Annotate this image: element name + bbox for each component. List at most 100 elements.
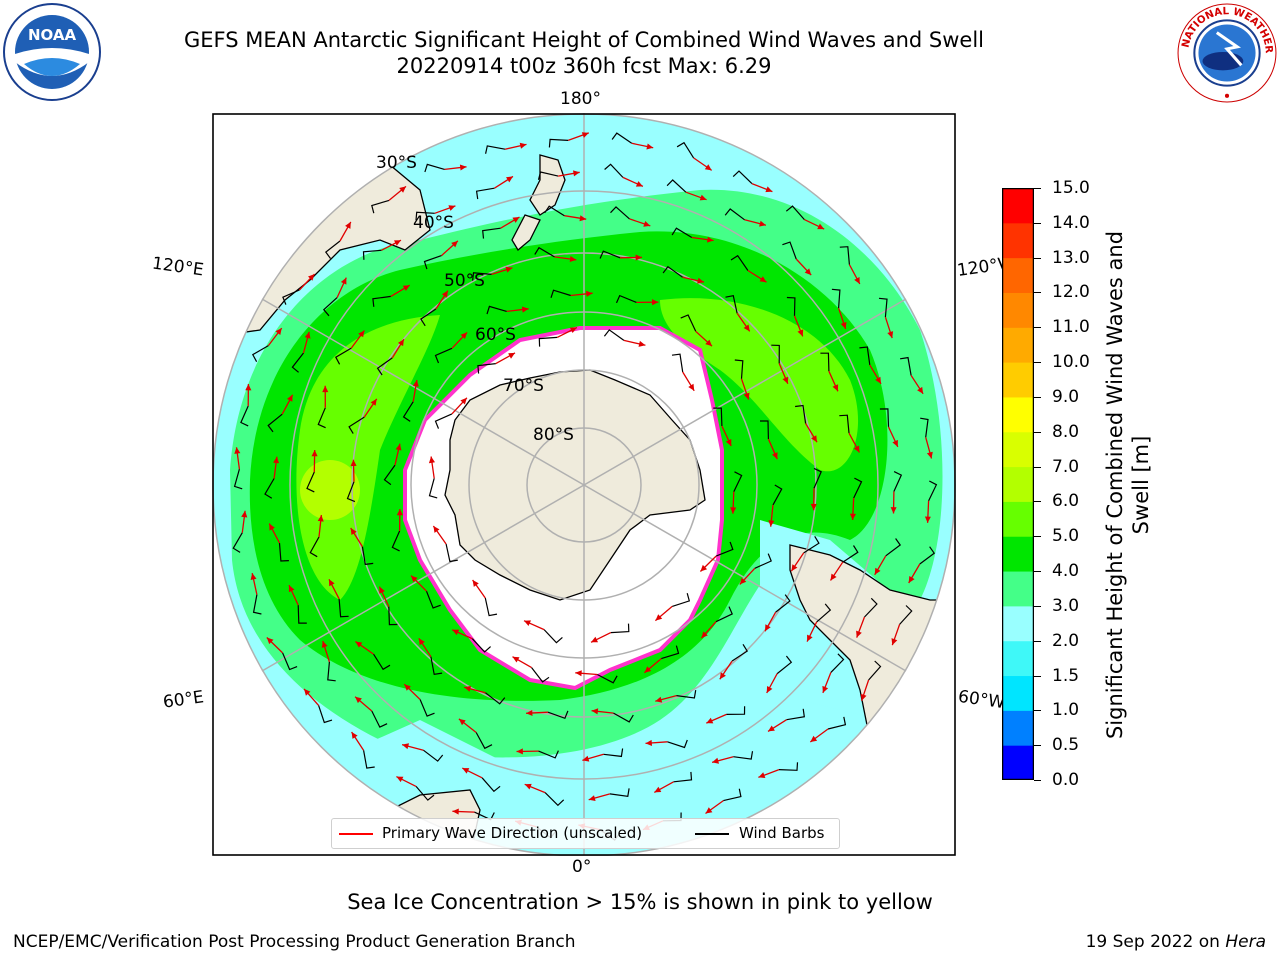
wave-arrow-head	[579, 215, 587, 222]
wave-arrow-head	[412, 380, 419, 387]
colorbar-segment	[1002, 710, 1034, 746]
wind-barb	[715, 541, 734, 557]
colorbar-tick-mark	[1034, 780, 1041, 781]
colorbar-tick-label: 8.0	[1052, 421, 1080, 442]
wind-barb	[550, 289, 571, 298]
wave-arrow-head	[340, 277, 347, 285]
wind-barb	[813, 467, 822, 489]
wind-barb	[726, 706, 746, 715]
wind-barb	[372, 295, 391, 307]
wave-arrow-head	[581, 132, 589, 138]
wind-barb	[673, 771, 693, 783]
wave-arrow-head	[519, 142, 527, 149]
wave-arrow-head	[739, 577, 747, 585]
wind-barb	[475, 187, 495, 200]
lon-label-60w: 60°W	[956, 686, 1007, 714]
wave-arrow-head	[394, 240, 401, 246]
wave-arrow-head	[460, 332, 468, 339]
wave-arrow-head	[891, 638, 898, 646]
wind-barb	[776, 655, 793, 675]
wind-barb	[680, 314, 697, 332]
wind-barb	[859, 346, 871, 365]
colorbar-tick-label: 1.5	[1052, 665, 1080, 686]
wave-arrow-head	[892, 439, 898, 447]
wind-barb	[324, 240, 341, 259]
wind-barb	[724, 208, 745, 221]
wind-barb	[878, 297, 888, 318]
wind-barb	[338, 598, 349, 618]
legend-swatch-wind-barbs	[695, 833, 729, 835]
wave-arrow-head	[379, 586, 385, 594]
wave-arrow-head	[433, 526, 440, 533]
wave-arrow-head	[512, 217, 520, 223]
wave-arrow-head	[849, 513, 856, 520]
wave-arrow-head	[396, 776, 404, 783]
colorbar-tick-label: 10.0	[1052, 352, 1090, 373]
wind-barb	[671, 227, 693, 239]
colorbar-tick-mark	[1034, 466, 1041, 468]
colorbar-tick-mark	[1034, 222, 1041, 224]
legend-swatch-wave-direction	[339, 833, 373, 835]
wave-arrow-head	[355, 696, 362, 704]
wave-arrow-head	[730, 507, 737, 514]
colorbar-segment	[1002, 292, 1034, 328]
wave-arrow-head	[399, 186, 406, 193]
wind-barb	[672, 593, 691, 607]
wind-barb	[713, 407, 723, 427]
colorbar-segment	[1002, 362, 1034, 398]
wave-arrow-head	[582, 755, 590, 762]
wind-barb	[839, 246, 850, 265]
footer-credit: NCEP/EMC/Verification Post Processing Pr…	[13, 932, 576, 952]
wave-arrow-head	[644, 666, 652, 673]
wind-barb	[282, 289, 300, 305]
wind-barb	[282, 652, 298, 671]
colorbar-tick-mark	[1034, 745, 1041, 747]
wave-arrow-head	[329, 579, 335, 587]
wave-arrow-head	[508, 352, 515, 359]
colorbar-tick-mark	[1034, 327, 1041, 329]
wind-barb	[538, 750, 559, 759]
wind-barb	[363, 750, 375, 769]
wind-barb	[267, 413, 283, 433]
wave-arrow-head	[688, 383, 695, 391]
wave-arrow-head	[874, 567, 881, 575]
wave-arrow-head	[791, 564, 798, 572]
wave-arrow-head	[462, 768, 470, 774]
wave-arrow-head	[643, 221, 651, 227]
colorbar-tick-mark	[1034, 605, 1041, 607]
wave-arrow-head	[311, 450, 318, 457]
wind-barb	[820, 352, 830, 372]
wind-barb	[733, 471, 743, 492]
chart-subtitle: 20220914 t00z 360h fcst Max: 6.29	[396, 54, 772, 78]
wind-barb	[391, 530, 401, 552]
wave-arrow-head	[840, 322, 847, 329]
wave-arrow-head	[459, 164, 467, 171]
wind-barb	[667, 739, 688, 749]
lon-label-0: 0°	[572, 857, 592, 877]
wave-arrow-head	[924, 516, 931, 523]
wave-arrow-head	[521, 306, 529, 313]
wind-barb	[919, 546, 936, 565]
wind-barb	[543, 629, 563, 644]
colorbar-tick-mark	[1034, 501, 1041, 503]
wave-arrow-head	[591, 636, 598, 643]
wave-arrow-head	[350, 459, 357, 467]
wind-barb	[830, 653, 845, 673]
wave-arrow-head	[765, 624, 771, 632]
wave-arrow-head	[810, 503, 817, 511]
wave-arrow-head	[460, 397, 467, 405]
wind-barb	[334, 347, 352, 365]
wind-barb	[734, 359, 744, 379]
wind-barb	[778, 762, 799, 771]
wind-barb	[610, 623, 630, 634]
wave-arrow-head	[817, 223, 825, 230]
colorbar-segment	[1002, 431, 1034, 468]
colorbar-tick-mark	[1034, 571, 1041, 573]
wind-barb	[484, 597, 498, 617]
wave-arrow-head	[772, 452, 778, 460]
svg-text:NOAA: NOAA	[28, 26, 77, 44]
colorbar-segment	[1002, 571, 1034, 607]
wave-arrow-head	[573, 170, 580, 177]
wave-arrow-head	[524, 620, 531, 626]
wind-barb	[544, 205, 565, 217]
